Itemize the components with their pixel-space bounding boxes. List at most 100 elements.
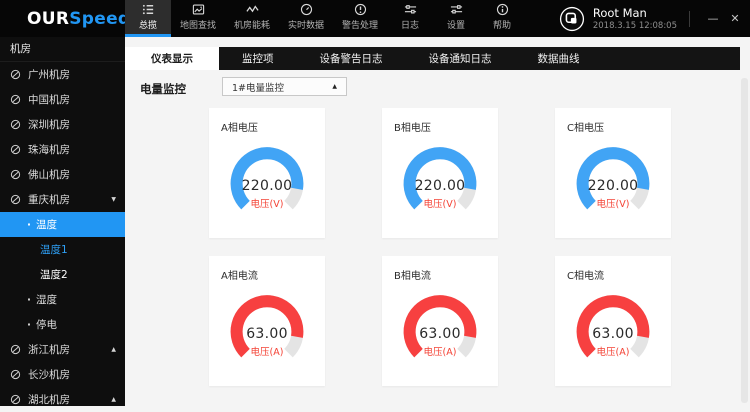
gauge-unit: 电压(V) [596,199,630,210]
nav-item-label: 设置 [447,21,466,31]
room-gauge-icon [10,119,21,130]
sidebar-item-changsha[interactable]: 长沙机房 [0,362,125,387]
sidebar-item-zhuhai[interactable]: 珠海机房 [0,137,125,162]
room-gauge-icon [10,144,21,155]
sidebar-item-wendu[interactable]: · 温度 [0,212,125,237]
gauge-card-b-current: B相电流 63.00 电压(A) [382,256,498,386]
gauge-card-c-current: C相电流 63.00 电压(A) [555,256,671,386]
vertical-scrollbar[interactable] [741,78,748,403]
dropdown-selected-value: 1#电量监控 [232,82,285,94]
gauge-arc [576,147,650,210]
sidebar-item-chongqing[interactable]: 重庆机房 ▼ [0,187,125,212]
tab-data-curve[interactable]: 数据曲线 [537,53,580,65]
sidebar-item-hubei[interactable]: 湖北机房 ▲ [0,387,125,412]
sidebar-item-label: 广州机房 [28,69,70,81]
gauge-card-title: A相电压 [221,123,258,134]
nav-item-logs[interactable]: 日志 [387,0,433,37]
sidebar-item-label: 重庆机房 [28,194,70,206]
gauge-a-voltage: 220.00 电压(V) [219,142,315,224]
filter-label: 电量监控 [140,82,186,96]
nav-item-alert-handling[interactable]: 警告处理 [333,0,387,37]
gauge-card-a-voltage: A相电压 220.00 电压(V) [209,108,325,238]
room-gauge-icon [10,194,21,205]
gauge-card-b-voltage: B相电压 220.00 电压(V) [382,108,498,238]
nav-item-map-search[interactable]: 地图查找 [171,0,225,37]
room-gauge-icon [10,69,21,80]
sidebar-item-label: 深圳机房 [28,119,70,131]
close-button[interactable]: ✕ [724,0,746,37]
monitor-select-dropdown[interactable]: 1#电量监控 ▲ [222,77,347,96]
caret-up-icon[interactable]: ▲ [111,396,116,403]
gauge-unit: 电压(A) [250,347,284,358]
tab-dashboard-display[interactable]: 仪表显示 [125,47,219,70]
user-name: Root Man [592,6,647,21]
tab-device-notice-log[interactable]: 设备通知日志 [428,53,492,65]
sidebar-header: 机房 [0,37,125,62]
sidebar-item-label: 珠海机房 [28,144,70,156]
gauge-b-current: 63.00 电压(A) [392,290,488,372]
sidebar-item-wendu2[interactable]: 温度2 [0,262,125,287]
tab-device-alarm-log[interactable]: 设备警告日志 [319,53,383,65]
nav-item-settings[interactable]: 设置 [433,0,479,37]
sidebar: 机房 广州机房中国机房深圳机房珠海机房佛山机房重庆机房 ▼ · 温度温度1 温度2 · 湿度… [0,37,125,406]
sidebar-room-list: 广州机房中国机房深圳机房珠海机房佛山机房重庆机房 ▼ · 温度温度1 温度2 · 湿度 · 停电… [0,62,125,412]
user-avatar-icon[interactable] [559,6,585,32]
room-gauge-icon [10,344,21,355]
caret-down-icon[interactable]: ▼ [111,196,116,203]
gauge-unit: 电压(A) [596,347,630,358]
minimize-button[interactable]: — [702,0,724,37]
gauge-icon [300,3,313,16]
gauge-unit: 电压(A) [423,347,457,358]
nav-item-label: 帮助 [493,21,512,31]
gauge-unit: 电压(V) [250,199,284,210]
gauge-arc [403,147,477,210]
caret-up-icon[interactable]: ▲ [111,346,116,353]
room-gauge-icon [10,394,21,405]
main-content: 仪表显示 监控项 设备警告日志 设备通知日志 数据曲线 电量监控 1#电量监控 ▲ A相… [125,37,750,406]
gauge-arc [230,295,304,358]
gauge-card-title: A相电流 [221,271,258,282]
gauge-card-title: C相电流 [567,271,604,282]
sidebar-item-zhongguo[interactable]: 中国机房 [0,87,125,112]
sidebar-item-shenzhen[interactable]: 深圳机房 [0,112,125,137]
nav-item-help[interactable]: 帮助 [479,0,525,37]
nav-item-label: 机房能耗 [234,21,271,31]
wave-icon [245,3,259,16]
list-icon [142,3,155,16]
user-info: Root Man 2018.3.15 12:08:05 [559,0,677,37]
nav-item-label: 总揽 [138,21,157,31]
bullet-icon: · [27,218,31,231]
bullet-icon: · [27,318,31,331]
gauge-value: 220.00 [414,178,466,194]
sidebar-item-zhejiang[interactable]: 浙江机房 ▲ [0,337,125,362]
gauge-card-a-current: A相电流 63.00 电压(A) [209,256,325,386]
gauge-card-title: B相电流 [394,271,431,282]
sidebar-item-tingdian[interactable]: · 停电 [0,312,125,337]
sidebar-item-label: 中国机房 [28,94,70,106]
gauge-b-voltage: 220.00 电压(V) [392,142,488,224]
user-datetime: 2018.3.15 12:08:05 [592,20,677,31]
nav-item-realtime-data[interactable]: 实时数据 [279,0,333,37]
sidebar-item-label: 长沙机房 [28,369,70,381]
gauge-arc [576,295,650,358]
gauge-a-current: 63.00 电压(A) [219,290,315,372]
sidebar-item-shidu[interactable]: · 湿度 [0,287,125,312]
nav-item-label: 警告处理 [342,21,379,31]
gauge-arc [403,295,477,358]
gauge-cards-grid: A相电压 220.00 电压(V) B相电压 220.00 电压(V) C相电压 220.00… [209,108,671,386]
gauge-unit: 电压(V) [423,199,457,210]
sidebar-item-guangzhou[interactable]: 广州机房 [0,62,125,87]
tab-monitor-items[interactable]: 监控项 [242,53,274,65]
app-logo: OUR Speed [0,0,130,37]
nav-item-label: 地图查找 [180,21,217,31]
user-meta: Root Man 2018.3.15 12:08:05 [593,6,677,30]
nav-item-room-energy[interactable]: 机房能耗 [225,0,279,37]
room-gauge-icon [10,369,21,380]
sidebar-item-label: 佛山机房 [28,169,70,181]
sidebar-item-foshan[interactable]: 佛山机房 [0,162,125,187]
nav-item-overview[interactable]: 总揽 [125,0,171,37]
topbar: OUR Speed 总揽 地图查找 机房能耗 实时数据 警告处理 日志 设置 帮助 Root M… [0,0,750,37]
sidebar-item-label: 温度1 [40,244,68,256]
gauge-value: 63.00 [592,326,634,342]
sidebar-item-wendu1[interactable]: 温度1 [0,237,125,262]
